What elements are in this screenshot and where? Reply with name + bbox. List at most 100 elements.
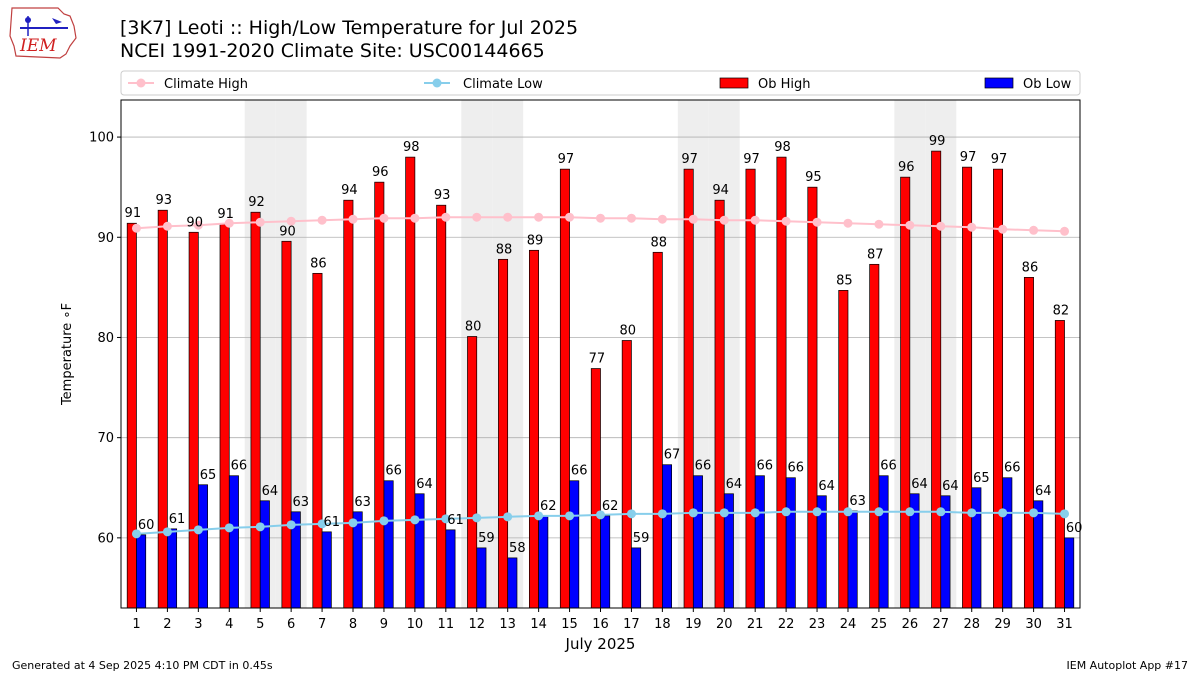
x-tick-label-20: 20 — [716, 617, 733, 632]
ob-high-label-9: 96 — [372, 165, 389, 180]
ob-low-label-19: 66 — [695, 459, 712, 474]
legend-climate-low-label: Climate Low — [463, 77, 543, 92]
ob-low-bar-10 — [414, 493, 425, 609]
ob-high-bar-26 — [900, 176, 911, 609]
ob-high-label-5: 92 — [248, 195, 265, 210]
climate-low-point-29 — [998, 508, 1008, 518]
climate-high-point-25 — [874, 219, 884, 229]
x-tick-label-12: 12 — [468, 617, 485, 632]
legend-ob-low-swatch — [984, 77, 1014, 89]
ob-low-bar-14 — [538, 515, 549, 609]
climate-low-point-17 — [626, 509, 636, 519]
y-axis-label: Temperature ∘F — [60, 303, 75, 406]
x-tick-label-9: 9 — [380, 617, 388, 632]
x-tick-label-7: 7 — [318, 617, 326, 632]
ob-low-label-23: 64 — [818, 479, 835, 494]
ob-high-bar-14 — [528, 249, 539, 609]
x-tick-label-14: 14 — [530, 617, 547, 632]
legend-ob-high-swatch — [719, 77, 749, 89]
x-tick-label-23: 23 — [809, 617, 826, 632]
ob-low-label-18: 67 — [664, 448, 681, 463]
ob-high-bar-21 — [745, 168, 756, 609]
y-tick-label-100: 100 — [89, 131, 114, 146]
ob-high-label-11: 93 — [434, 188, 451, 203]
ob-high-label-18: 88 — [650, 235, 667, 250]
chart-title: [3K7] Leoti :: High/Low Temperature for … — [120, 17, 579, 39]
climate-high-point-2 — [162, 221, 172, 231]
x-tick-label-26: 26 — [902, 617, 919, 632]
ob-low-label-11: 61 — [447, 513, 464, 528]
logo-text: IEM — [19, 36, 57, 56]
x-tick-label-10: 10 — [407, 617, 424, 632]
ob-high-bar-7 — [312, 272, 323, 609]
climate-low-point-18 — [657, 509, 667, 519]
ob-high-label-23: 95 — [805, 170, 822, 185]
ob-low-bar-25 — [878, 475, 889, 609]
x-tick-label-24: 24 — [840, 617, 857, 632]
ob-low-label-9: 66 — [385, 464, 402, 479]
ob-high-label-29: 97 — [991, 152, 1008, 167]
climate-low-point-30 — [1029, 508, 1039, 518]
climate-high-point-9 — [379, 213, 389, 223]
y-tick-label-60: 60 — [97, 531, 114, 546]
ob-high-bar-20 — [714, 199, 725, 609]
climate-low-point-23 — [812, 507, 822, 517]
climate-low-point-13 — [503, 512, 513, 522]
y-tick-label-90: 90 — [97, 231, 114, 246]
x-tick-label-22: 22 — [778, 617, 795, 632]
climate-low-point-19 — [688, 508, 698, 518]
ob-low-label-5: 64 — [262, 484, 279, 499]
ob-low-bar-7 — [321, 531, 332, 609]
climate-low-point-1 — [131, 529, 141, 539]
ob-high-bar-24 — [838, 290, 849, 609]
ob-high-bar-23 — [807, 186, 818, 609]
climate-low-point-5 — [255, 522, 265, 532]
ob-low-bar-9 — [383, 480, 394, 609]
climate-low-point-9 — [379, 516, 389, 526]
ob-high-bar-16 — [590, 368, 601, 609]
x-tick-label-4: 4 — [225, 617, 233, 632]
climate-low-point-26 — [905, 507, 915, 517]
ob-low-label-4: 66 — [231, 459, 248, 474]
climate-high-point-7 — [317, 215, 327, 225]
ob-low-bar-4 — [228, 475, 239, 609]
ob-high-label-17: 80 — [620, 323, 637, 338]
climate-low-point-16 — [596, 510, 605, 520]
ob-high-bar-13 — [498, 258, 509, 609]
climate-low-point-8 — [348, 518, 358, 528]
ob-low-label-7: 61 — [323, 515, 340, 530]
x-tick-label-5: 5 — [256, 617, 264, 632]
ob-high-label-19: 97 — [681, 152, 698, 167]
x-tick-label-27: 27 — [933, 617, 950, 632]
climate-low-point-31 — [1060, 509, 1070, 519]
ob-high-label-10: 98 — [403, 140, 420, 155]
ob-low-bar-28 — [971, 487, 982, 609]
ob-low-label-15: 66 — [571, 464, 588, 479]
ob-low-label-22: 66 — [787, 461, 804, 476]
ob-high-bar-30 — [1023, 276, 1034, 609]
climate-low-point-3 — [193, 525, 203, 535]
x-tick-label-19: 19 — [685, 617, 702, 632]
legend-ob-low-label: Ob Low — [1023, 77, 1072, 92]
ob-high-bar-5 — [250, 211, 261, 609]
x-tick-label-3: 3 — [194, 617, 202, 632]
climate-low-point-27 — [936, 507, 946, 517]
ob-high-bar-4 — [219, 223, 230, 609]
x-tick-label-16: 16 — [592, 617, 609, 632]
ob-high-label-13: 88 — [496, 242, 513, 257]
ob-low-label-24: 63 — [849, 494, 866, 509]
ob-high-bar-29 — [993, 168, 1004, 609]
legend-climate-high-marker — [136, 78, 146, 88]
climate-high-point-4 — [224, 218, 234, 228]
climate-high-point-5 — [255, 217, 265, 227]
climate-low-point-25 — [874, 507, 884, 517]
x-tick-label-17: 17 — [623, 617, 640, 632]
ob-high-label-4: 91 — [217, 207, 234, 222]
climate-high-point-17 — [626, 213, 636, 223]
climate-low-point-12 — [472, 513, 482, 523]
ob-low-bar-19 — [692, 475, 703, 609]
generated-note: Generated at 4 Sep 2025 4:10 PM CDT in 0… — [12, 659, 273, 672]
ob-high-label-1: 91 — [125, 206, 142, 221]
climate-low-point-11 — [441, 514, 451, 524]
ob-high-bar-18 — [652, 251, 663, 609]
